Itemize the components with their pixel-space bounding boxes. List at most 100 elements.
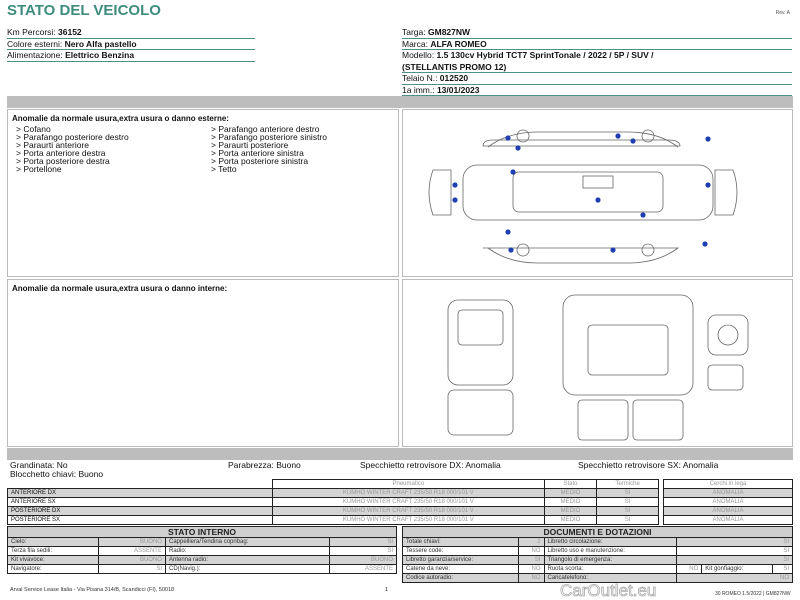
internal-damage-list: Anomalie da normale usura,extra usura o … — [7, 279, 399, 447]
damage-markers — [452, 133, 711, 253]
info-row-alimentazione: Alimentazione: Elettrico Benzina — [7, 50, 255, 62]
rim-status: ANOMALIA — [663, 497, 793, 507]
label: Telaio N.: — [402, 73, 440, 83]
damage-marker — [505, 135, 511, 141]
value: (STELLANTIS PROMO 12) — [402, 61, 507, 72]
damage-item: > Paraurti posteriore — [211, 140, 289, 150]
table-row: ANOMALIA — [663, 488, 793, 498]
damage-item: > Parafango posteriore destro — [16, 132, 129, 142]
field-label: Cappelliera/Tendina copribag: — [164, 537, 331, 547]
col-header: Cerchi in lega — [663, 479, 793, 489]
damage-item: > Parafango anteriore destro — [211, 124, 320, 134]
label: Alimentazione: — [7, 50, 66, 60]
damage-marker — [705, 182, 711, 188]
section-title: Anomalie da normale usura,extra usura o … — [12, 114, 229, 123]
tire-position: ANTERIORE SX — [7, 497, 273, 507]
field-value: NO — [676, 573, 793, 583]
damage-item: > Portellone — [16, 164, 62, 174]
table-row: ANOMALIA — [663, 515, 793, 525]
value: Nero Alfa pastello — [64, 38, 137, 49]
field-value: 2 — [518, 537, 545, 547]
damage-column-2: > Parafango anteriore destro > Parafango … — [211, 124, 406, 174]
tire-tire: KUMHO WINTER CRAFT 235/50 R18 000/101 V — [272, 488, 545, 498]
info-row-telaio: Telaio N.: 012520 — [402, 73, 792, 85]
field-label: Totale chiavi: — [401, 537, 520, 547]
table-row: Libretto garanzia/service: SI Triangolo di… — [401, 555, 793, 565]
value: 13/01/2023 — [436, 84, 480, 95]
blocchetto: Blocchetto chiavi: Buono — [10, 468, 104, 479]
value: 36152 — [58, 27, 82, 37]
rim-status: ANOMALIA — [663, 515, 793, 525]
table-row: ANOMALIA — [663, 497, 793, 507]
field-label: CD(Navig.): — [164, 564, 331, 574]
specchietto-sx: Specchietto retrovisore SX: Anomalia — [578, 460, 719, 470]
tire-position: ANTERIORE DX — [7, 488, 273, 498]
field-label: Libretto uso e manutenzione: — [543, 546, 678, 556]
field-value: ASSENTE — [329, 564, 397, 574]
info-row-marca: Marca: ALFA ROMEO — [402, 39, 792, 50]
damage-item: > Cofano — [16, 124, 51, 134]
info-row-km: Km Percorsi: 36152 — [7, 27, 255, 39]
damage-marker — [640, 212, 646, 218]
field-label: Codice autoradio: — [401, 573, 520, 583]
field-value: BUONO — [329, 555, 397, 565]
info-row-imm: 1a imm.: 13/01/2023 — [402, 84, 792, 96]
grandinata: Grandinata: No — [10, 460, 68, 470]
col-header: Pneumatico — [272, 479, 545, 489]
field-value: ASSENTE — [98, 546, 166, 556]
field-value: SI — [329, 546, 397, 556]
table-row: Codice autoradio: NO Caricatelefono: NO — [401, 573, 793, 583]
table-row: Catene da neve: NO Ruota scorta: NO Kit gonf… — [401, 564, 793, 574]
table-row: Totale chiavi: 2 Libretto circolazione: SI — [401, 537, 793, 547]
table-row: ANOMALIA — [663, 506, 793, 516]
damage-marker — [630, 138, 636, 144]
damage-item: > Tetto — [211, 164, 237, 174]
damage-item: > Paraurti anteriore — [16, 140, 89, 150]
rim-status: ANOMALIA — [663, 506, 793, 516]
section-title: Anomalie da normale usura,extra usura o … — [12, 284, 228, 293]
rims-table: Cerchi in lega ANOMALIA ANOMALIA ANOMALIA A… — [663, 479, 793, 525]
field-label: Navigatore: — [6, 564, 100, 574]
value: 012520 — [439, 73, 469, 83]
divider-bar — [7, 96, 793, 108]
field-label: Libretto circolazione: — [543, 537, 678, 547]
interior-diagram — [402, 279, 793, 447]
field-label: Kit gonfiaggio: — [701, 564, 774, 574]
field-value: NO — [518, 564, 545, 574]
parabrezza: Parabrezza: Buono — [228, 460, 301, 470]
damage-marker — [702, 241, 708, 247]
field-value: SI — [772, 564, 793, 574]
table-row: Kit vivavoce: BUONO Antenna radio: BUONO — [6, 555, 397, 565]
field-label: Kit vivavoce: — [6, 555, 100, 565]
damage-marker — [452, 182, 458, 188]
car-interior-diagram — [447, 294, 749, 441]
table-row: Tessere code: NO Libretto uso e manutenzio… — [401, 546, 793, 556]
value: 1.5 130cv Hybrid TCT7 SprintTonale / 202… — [436, 50, 654, 60]
tire-term: SI — [596, 506, 659, 516]
tires-table: Pneumatico Stato Termiche ANTERIORE DX KUMH… — [7, 479, 659, 525]
tire-position: POSTERIORE SX — [7, 515, 273, 525]
col-header: Termiche — [596, 479, 659, 489]
damage-item: > Porta anteriore sinistra — [211, 148, 304, 158]
tire-stato: MEDIO — [543, 497, 598, 507]
value: GM827NW — [428, 27, 471, 37]
tire-tire: KUMHO WINTER CRAFT 235/50 R18 000/101 V — [272, 515, 545, 525]
field-value: BUONO — [98, 555, 166, 565]
tire-term: SI — [596, 488, 659, 498]
field-value: SI — [98, 564, 166, 574]
damage-item: > Porta posteriore destra — [16, 156, 110, 166]
tire-term: SI — [596, 515, 659, 525]
footer-address: Arval Service Lease Italia - Via Pisana … — [10, 587, 175, 593]
damage-marker — [595, 197, 601, 203]
rim-status: ANOMALIA — [663, 488, 793, 498]
field-label: Triangolo di emergenza: — [543, 555, 678, 565]
divider-bar — [7, 448, 793, 460]
table-row: ANTERIORE SX KUMHO WINTER CRAFT 235/50 R1… — [7, 497, 659, 507]
field-value: NO — [676, 564, 703, 574]
field-label: Terza fila sedili: — [6, 546, 100, 556]
table-row: Cielo: BUONO Cappelliera/Tendina copribag:… — [6, 537, 397, 547]
tire-term: SI — [596, 497, 659, 507]
label: 1a imm.: — [402, 84, 437, 95]
specchietto-dx: Specchietto retrovisore DX: Anomalia — [360, 460, 501, 470]
label: Colore esterni: — [7, 38, 65, 49]
